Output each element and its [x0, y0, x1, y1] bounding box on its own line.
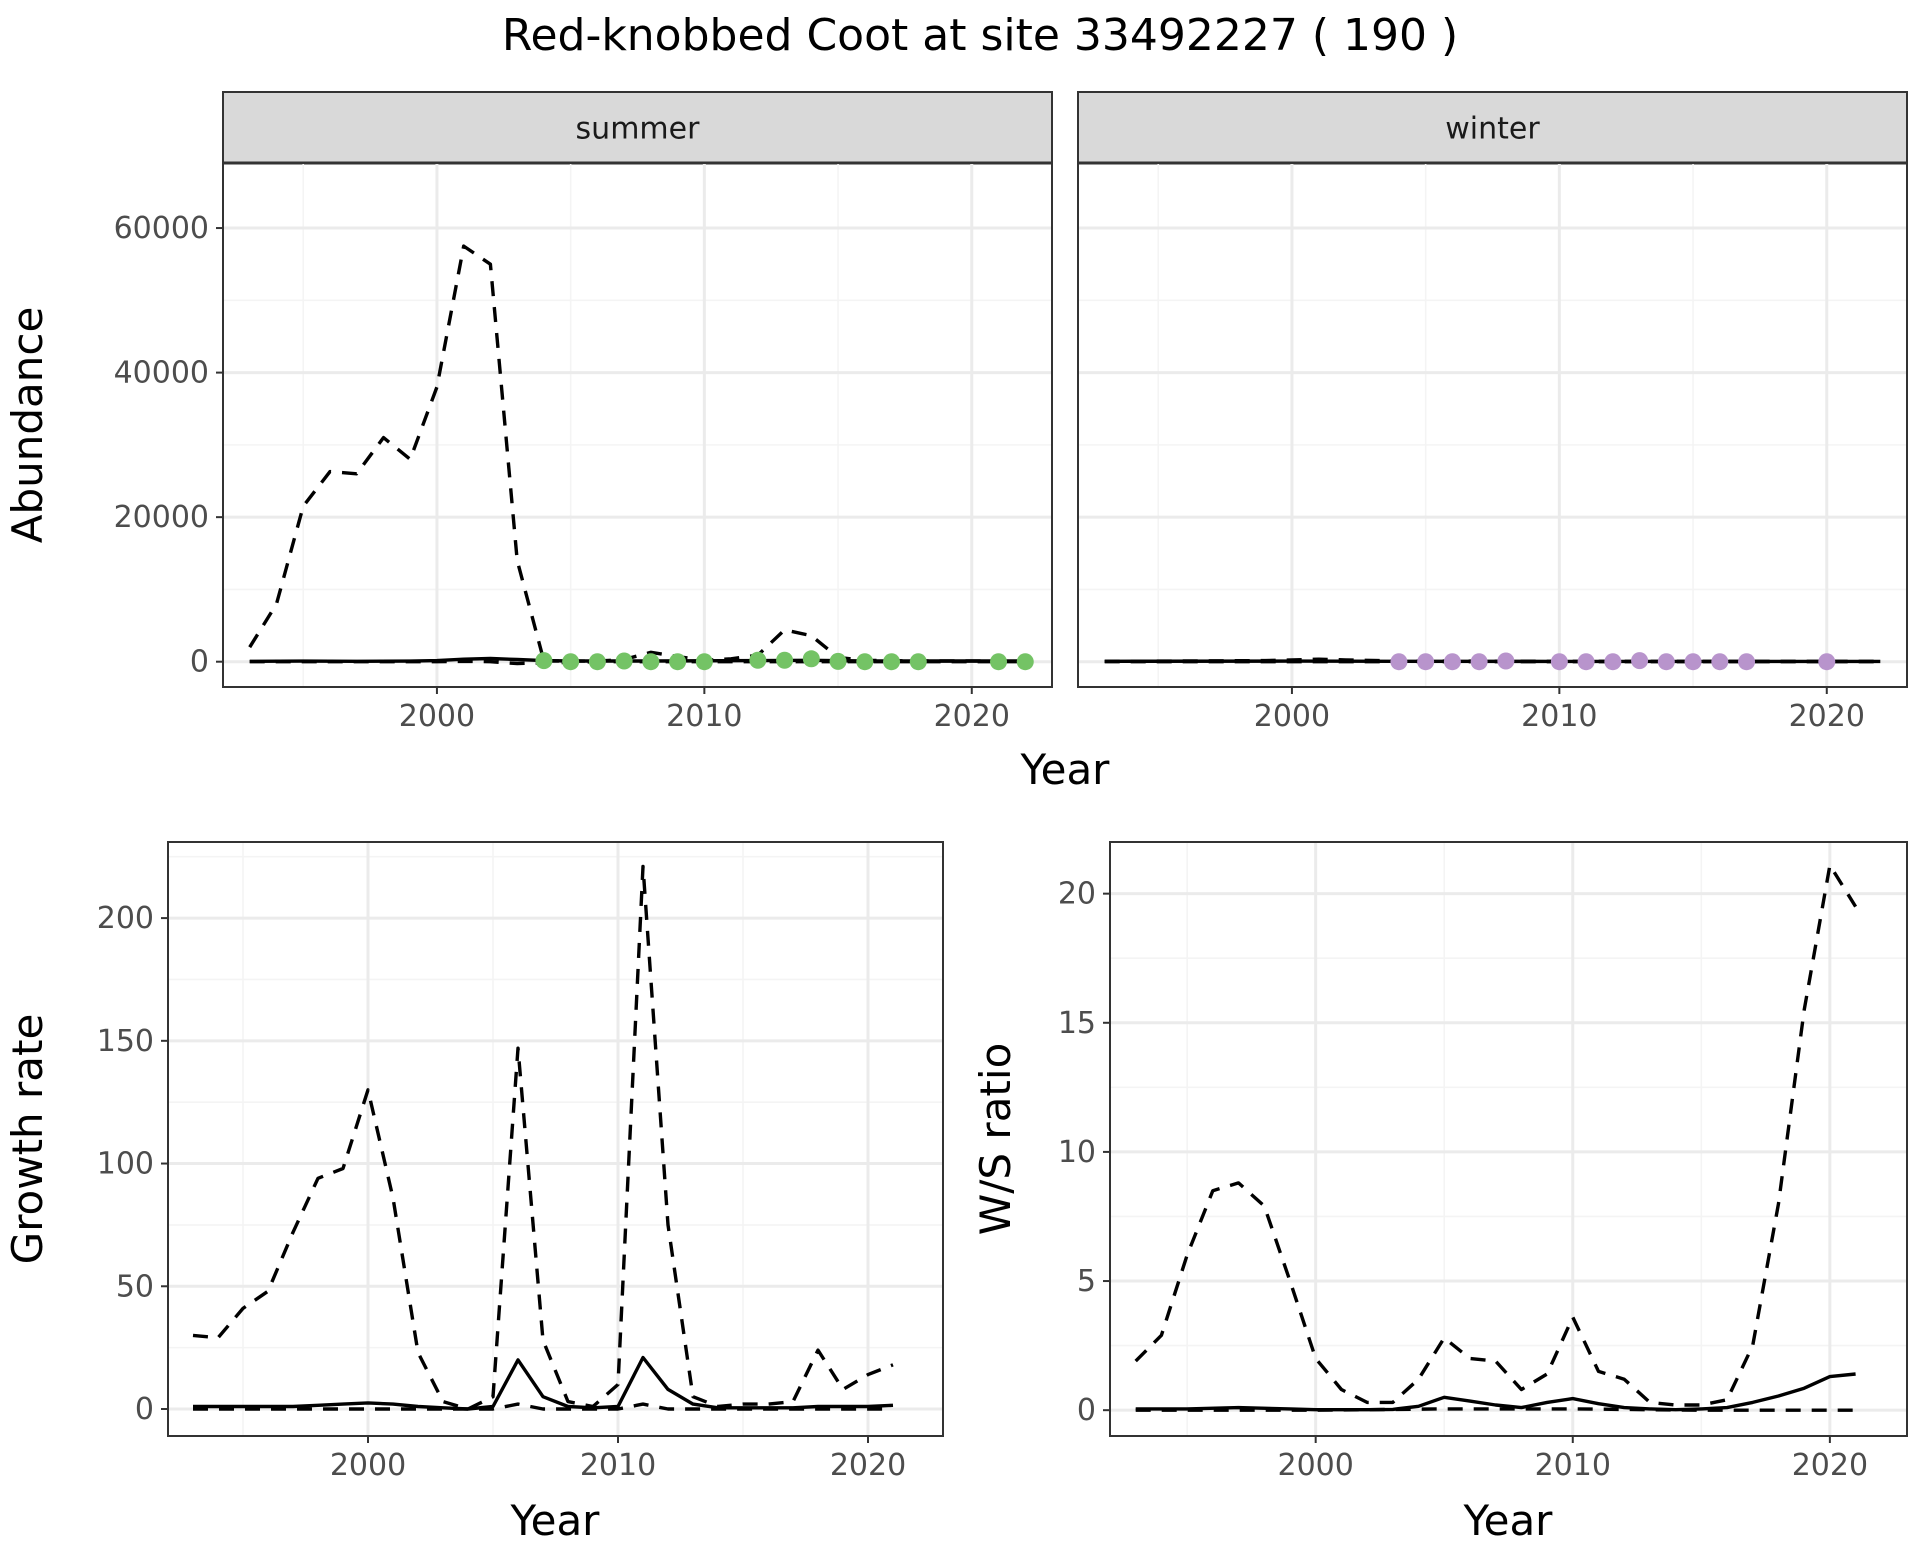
y-tick-label: 0 [135, 1392, 154, 1427]
facet-panel-winter: winter 2000 2010 2020 [1077, 91, 1908, 734]
x-tick-label: 2000 [330, 1448, 406, 1483]
data-point [909, 653, 927, 671]
data-point [749, 651, 767, 669]
x-tick-label: 2010 [1535, 1448, 1611, 1483]
lower-bound-line [193, 1402, 893, 1411]
data-point [990, 653, 1008, 671]
y-axis-title: Abundance [3, 307, 52, 544]
upper-bound-line [248, 244, 546, 662]
x-axis-title: Year [1020, 745, 1111, 794]
data-point [1711, 653, 1729, 671]
x-tick-label: 2010 [1521, 699, 1597, 734]
x-tick-label: 2020 [934, 699, 1010, 734]
x-tick-label: 2010 [580, 1448, 656, 1483]
estimate-line [193, 1355, 894, 1411]
estimate-line [249, 656, 1026, 663]
y-tick-label: 20 [1058, 877, 1096, 912]
y-tick-label: 5 [1077, 1264, 1096, 1299]
data-point [562, 653, 580, 671]
y-tick-label: 50 [116, 1269, 154, 1304]
y-tick-label: 20000 [114, 500, 209, 535]
x-tick-label: 2000 [1254, 699, 1330, 734]
x-axis-title: Year [1463, 1496, 1554, 1545]
facet-strip-label: winter [1445, 112, 1540, 147]
y-tick-label: 10 [1058, 1135, 1096, 1170]
upper-bound-line [1134, 863, 1858, 1407]
x-tick-label: 2020 [830, 1448, 906, 1483]
figure-title: Red-knobbed Coot at site 33492227 ( 190 … [502, 10, 1458, 61]
lower-bound-line [1135, 1407, 1856, 1412]
data-point [1684, 653, 1702, 671]
y-axis-title: Growth rate [3, 1014, 52, 1265]
data-point [615, 652, 633, 670]
facet-strip-label: summer [576, 112, 701, 147]
data-point [776, 651, 794, 669]
data-point [1818, 653, 1836, 671]
data-point [1657, 653, 1675, 671]
data-point [1738, 653, 1756, 671]
facet-panel-summer: summer 2000 2010 2020 0 20000 40000 60000 [114, 91, 1053, 734]
ws-ratio-chart: 2000 2010 2020 0 5 10 15 20 W/S ratio Year [971, 841, 1908, 1545]
y-tick-label: 0 [190, 645, 209, 680]
y-tick-label: 200 [97, 901, 154, 936]
growth-rate-chart: 2000 2010 2020 0 50 100 150 200 Growth rate Year [3, 841, 944, 1545]
panel-border [1077, 162, 1908, 688]
y-tick-label: 60000 [114, 211, 209, 246]
data-point [1577, 653, 1595, 671]
data-point [1443, 653, 1461, 671]
data-point [1604, 653, 1622, 671]
y-tick-label: 100 [97, 1147, 154, 1182]
panel-border [1109, 841, 1908, 1437]
data-point [1390, 653, 1408, 671]
abundance-chart: summer 2000 2010 2020 0 20000 40000 60000 winter… [3, 91, 1908, 794]
y-tick-label: 0 [1077, 1393, 1096, 1428]
data-point [1631, 652, 1649, 670]
data-point [1417, 653, 1435, 671]
x-tick-label: 2010 [666, 699, 742, 734]
estimate-line [1135, 1372, 1856, 1412]
data-point [1016, 653, 1034, 671]
data-point [588, 653, 606, 671]
facet-strip [222, 91, 1053, 164]
x-tick-label: 2000 [399, 699, 475, 734]
data-point [829, 652, 847, 670]
y-tick-label: 15 [1058, 1006, 1096, 1041]
upper-bound-line [192, 864, 894, 1411]
data-point [883, 653, 901, 671]
data-point [1497, 652, 1515, 670]
data-point [856, 653, 874, 671]
data-point [669, 653, 687, 671]
x-tick-label: 2000 [1277, 1448, 1353, 1483]
x-axis-title: Year [510, 1496, 601, 1545]
data-point [1550, 653, 1568, 671]
y-tick-label: 40000 [114, 356, 209, 391]
y-tick-label: 150 [97, 1024, 154, 1059]
x-tick-label: 2020 [1789, 699, 1865, 734]
data-point [535, 652, 553, 670]
panel-border [167, 841, 944, 1437]
x-tick-label: 2020 [1792, 1448, 1868, 1483]
panel-border [222, 162, 1053, 688]
data-point [802, 650, 820, 668]
y-axis-title: W/S ratio [971, 1043, 1020, 1236]
data-point [695, 653, 713, 671]
data-point [1470, 653, 1488, 671]
data-point [642, 653, 660, 671]
